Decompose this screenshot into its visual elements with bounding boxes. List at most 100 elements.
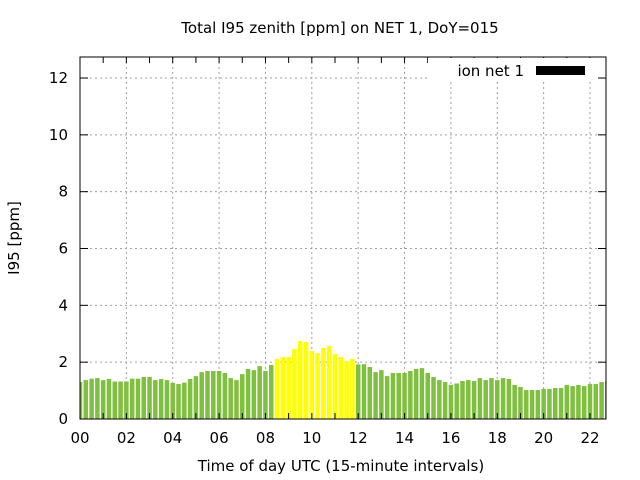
bar <box>257 366 262 419</box>
bar <box>535 390 541 419</box>
y-tick-labels: 0 2 4 6 8 10 12 <box>49 69 68 428</box>
bar <box>599 382 604 419</box>
x-tick-labels: 00 02 04 06 08 10 12 14 16 18 20 22 <box>70 429 599 447</box>
bar-highlight <box>321 347 326 419</box>
bar <box>355 364 361 419</box>
bar <box>512 384 517 419</box>
bar-highlight <box>315 353 320 419</box>
bar <box>129 378 135 419</box>
x-tick-label: 20 <box>534 429 553 447</box>
bar <box>379 370 384 419</box>
bar <box>216 370 222 419</box>
bar <box>361 364 367 419</box>
bar <box>471 380 477 419</box>
bar-highlight <box>274 359 280 419</box>
bar <box>408 370 413 419</box>
bar <box>205 370 210 419</box>
bar <box>564 384 570 419</box>
x-tick-label: 02 <box>117 429 136 447</box>
bar <box>396 372 402 419</box>
bar <box>419 368 425 419</box>
bar <box>240 374 245 419</box>
bar-highlight <box>344 361 349 419</box>
y-tick-label: 10 <box>49 126 68 144</box>
bar <box>106 378 112 419</box>
legend: ion net 1 <box>428 58 598 80</box>
bar <box>164 380 170 419</box>
y-axis-label: I95 [ppm] <box>5 201 23 275</box>
x-tick-label: 04 <box>163 429 182 447</box>
bar <box>500 378 506 419</box>
bar <box>228 378 233 419</box>
bar <box>518 386 523 419</box>
x-tick-label: 14 <box>395 429 414 447</box>
y-tick-label: 2 <box>58 353 68 371</box>
bar <box>222 372 228 419</box>
bar <box>187 378 193 419</box>
y-tick-label: 4 <box>58 296 68 314</box>
bar <box>593 384 599 419</box>
bar-highlight <box>297 341 303 419</box>
bar <box>541 388 546 419</box>
bar <box>523 390 529 419</box>
bar-highlight <box>350 359 355 419</box>
bars <box>80 341 606 419</box>
bar <box>153 380 158 419</box>
bar <box>489 378 494 419</box>
bar <box>89 378 94 419</box>
x-axis-label: Time of day UTC (15-minute intervals) <box>197 457 484 475</box>
x-tick-label: 00 <box>70 429 89 447</box>
x-tick-label: 08 <box>256 429 275 447</box>
bar <box>552 388 558 419</box>
bar <box>245 368 251 419</box>
bar <box>576 384 581 419</box>
bar-highlight <box>292 349 297 419</box>
bar <box>251 370 257 419</box>
bar <box>460 380 465 419</box>
bar <box>437 380 442 419</box>
bar <box>431 376 436 419</box>
x-tick-label: 16 <box>441 429 460 447</box>
bar <box>373 372 378 419</box>
bar <box>367 367 373 419</box>
bar <box>199 372 204 419</box>
bar <box>466 380 471 419</box>
bar <box>495 380 500 419</box>
legend-label: ion net 1 <box>457 62 524 80</box>
bar <box>141 376 147 419</box>
bar <box>587 384 593 419</box>
bar <box>425 372 430 419</box>
bar <box>83 380 89 419</box>
bar-highlight <box>326 345 332 419</box>
bar <box>135 378 141 419</box>
bar <box>158 378 164 419</box>
bar <box>384 376 390 419</box>
bar <box>211 370 216 419</box>
x-tick-label: 22 <box>580 429 599 447</box>
bar-highlight <box>338 357 344 419</box>
bar <box>413 368 419 419</box>
bar <box>570 386 575 419</box>
bar <box>263 370 268 419</box>
legend-swatch <box>536 66 585 75</box>
x-tick-label: 12 <box>349 429 368 447</box>
bar <box>454 383 459 419</box>
bar <box>193 376 199 419</box>
bar <box>506 378 512 419</box>
bar <box>95 378 100 419</box>
bar <box>390 372 396 419</box>
grid <box>80 57 606 419</box>
bar <box>448 384 454 419</box>
x-tick-label: 10 <box>302 429 321 447</box>
y-tick-label: 6 <box>58 240 68 258</box>
bar <box>147 376 152 419</box>
bar-highlight <box>309 351 315 419</box>
bar <box>80 382 83 419</box>
bar <box>170 382 175 419</box>
bar <box>176 384 181 419</box>
bar <box>124 381 129 419</box>
bar <box>112 381 118 419</box>
bar <box>118 381 123 419</box>
x-tick-label: 18 <box>488 429 507 447</box>
